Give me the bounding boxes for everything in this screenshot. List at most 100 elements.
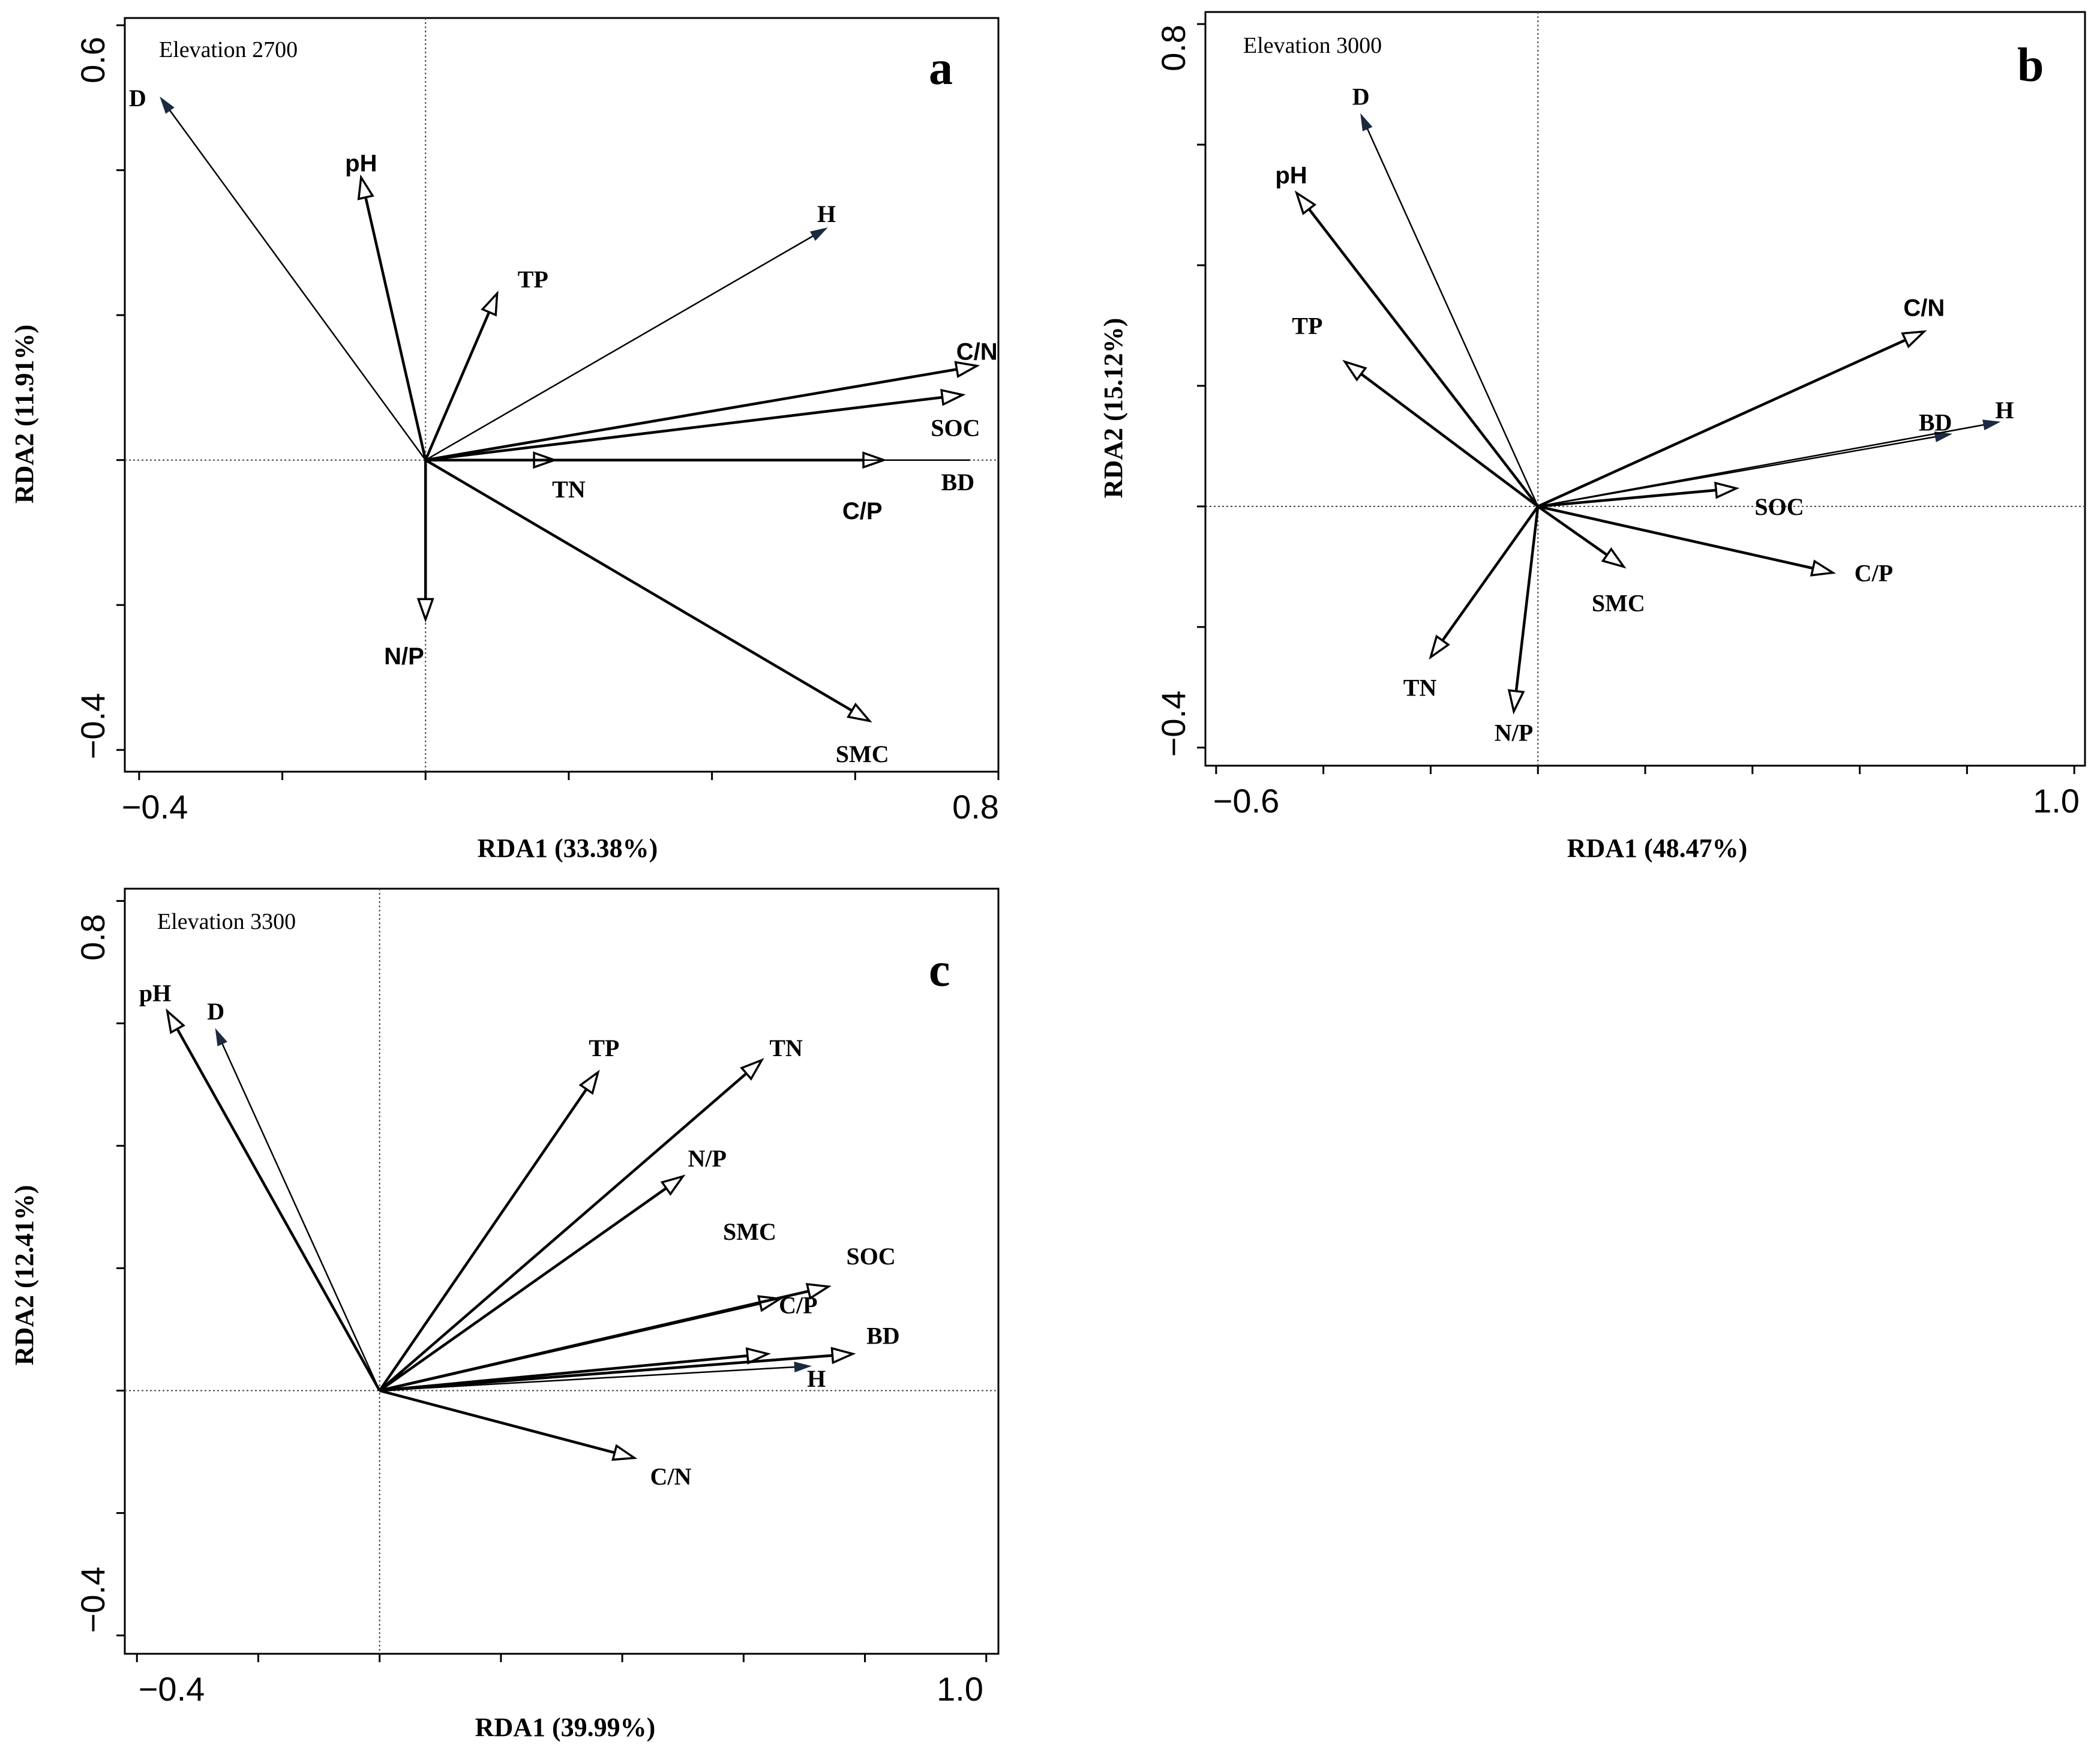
- panel-c-vector-c-n: [379, 1389, 616, 1455]
- panel-b-arrowhead-tn: [1429, 634, 1450, 660]
- panel-b-y-tick-label: −0.4: [1154, 691, 1192, 757]
- panel-c-label-tn: TN: [769, 1035, 803, 1062]
- panel-b-label-tp: TP: [1292, 312, 1322, 339]
- panel-a-y-tick-label: 0.6: [74, 37, 112, 83]
- panel-b-label-n-p: N/P: [1495, 719, 1533, 746]
- panel-b-arrowhead-c-p: [1810, 559, 1836, 577]
- panel-c-label-d: D: [207, 998, 224, 1025]
- panel-c-x-axis-title: RDA1 (39.99%): [475, 1713, 656, 1742]
- panel-c-arrowhead-soc: [805, 1282, 832, 1300]
- panel-c-label-ph: pH: [139, 979, 171, 1006]
- panel-c-vector-ph: [176, 1028, 381, 1392]
- panel-a-vector-smc: [425, 458, 853, 712]
- panel-c-label-c-p: C/P: [779, 1292, 817, 1319]
- panel-a-x-tick-label: −0.4: [122, 788, 188, 826]
- panel-a-vector-tp: [424, 311, 491, 461]
- panel-a-y-axis-title: RDA2 (11.91%): [10, 325, 39, 503]
- panel-b-letter: b: [2017, 39, 2044, 92]
- panel-a-arrowhead-soc: [940, 388, 966, 406]
- panel-a-label-n-p: N/P: [384, 643, 424, 670]
- panel-a-arrowhead-d: [160, 96, 175, 114]
- panel-a-label-d: D: [129, 85, 146, 112]
- panel-b-x-tick-label: 1.0: [2033, 782, 2080, 820]
- panel-a-vector-h: [425, 235, 814, 461]
- panel-a-label-tp: TP: [518, 266, 548, 293]
- panel-b-arrowhead-soc: [1714, 481, 1740, 499]
- panel-a-vector-soc: [425, 395, 943, 461]
- panel-c: −0.4 1.0 0.8 −0.4 pH D TP TN N/P SMC SOC C/P BD H C/N…: [10, 888, 1000, 1742]
- panel-b-vector-n-p: [1514, 506, 1540, 692]
- panel-c-x-tick-label: −0.4: [139, 1670, 205, 1708]
- panel-b-label-tn: TN: [1403, 674, 1437, 701]
- panel-b-vector-ph: [1307, 208, 1540, 508]
- panel-b-frame: [1204, 11, 2086, 767]
- panel-c-vector-tp: [378, 1088, 588, 1392]
- panel-c-vector-n-p: [379, 1187, 667, 1392]
- panel-a-arrowhead-h: [809, 227, 828, 241]
- panel-a-vector-ph: [364, 197, 427, 461]
- panel-a-vector-d: [169, 110, 427, 461]
- panel-a-arrowhead-tp: [481, 290, 499, 317]
- panel-c-y-tick-label: 0.8: [74, 914, 112, 961]
- panel-b-y-axis-title: RDA2 (15.12%): [1099, 318, 1128, 499]
- panel-a-label-c-p: C/P: [842, 498, 883, 524]
- panel-a-label-ph: pH: [345, 151, 377, 177]
- panel-a-label-bd: BD: [941, 469, 975, 496]
- panel-a-elevation-label: Elevation 2700: [159, 37, 298, 62]
- panel-c-vector-soc: [379, 1290, 809, 1392]
- panel-c-label-tp: TP: [589, 1035, 619, 1062]
- panel-b-label-soc: SOC: [1754, 493, 1804, 520]
- panel-c-arrowhead-bd: [830, 1347, 856, 1365]
- panel-b-arrowhead-c-n: [1901, 330, 1927, 349]
- panel-a-arrowhead-smc: [847, 702, 872, 723]
- panel-a-letter: a: [929, 42, 953, 95]
- panel-b-vector-h: [1537, 424, 1984, 508]
- panel-b-label-c-p: C/P: [1855, 559, 1893, 586]
- panel-c-arrowhead-tp: [578, 1069, 600, 1095]
- panel-c-elevation-label: Elevation 3300: [157, 909, 296, 934]
- panel-c-arrowhead-h: [794, 1362, 812, 1373]
- panel-c-label-smc: SMC: [723, 1218, 776, 1245]
- panel-b-arrowhead-tp: [1342, 359, 1367, 382]
- panel-a: −0.4 0.8 0.6 −0.4 DpH TP H C/N SOC TN C/P BD N/P SMC…: [10, 17, 1000, 863]
- panel-b-vector-c-n: [1537, 338, 1906, 508]
- panel-a-label-smc: SMC: [836, 740, 889, 767]
- panel-c-label-c-n: C/N: [650, 1463, 692, 1490]
- panel-a-label-c-n: C/N: [956, 339, 998, 365]
- panel-b-vector-smc: [1537, 505, 1608, 556]
- panel-a-label-h: H: [817, 200, 836, 227]
- panel-b-label-ph: pH: [1275, 162, 1307, 188]
- panel-b-arrowhead-n-p: [1507, 689, 1525, 715]
- panel-b-x-axis-title: RDA1 (48.47%): [1567, 833, 1748, 863]
- panel-a-label-tn: TN: [552, 476, 586, 503]
- panel-c-vector-bd: [379, 1354, 833, 1392]
- panel-c-label-n-p: N/P: [688, 1145, 726, 1172]
- panel-b-arrowhead-h: [1982, 419, 2001, 430]
- panel-b-vector-c-p: [1537, 505, 1814, 570]
- panel-a-x-axis-title: RDA1 (33.38%): [478, 833, 658, 863]
- panel-c-x-tick-label: 1.0: [937, 1670, 983, 1708]
- panel-b-label-d: D: [1352, 83, 1370, 110]
- panel-c-arrowhead-n-p: [660, 1174, 686, 1196]
- panel-b-vector-d: [1366, 128, 1539, 507]
- panel-a-y-tick-label: −0.4: [74, 693, 112, 760]
- panel-c-arrowhead-tn: [740, 1058, 764, 1081]
- panel-b-arrowhead-ph: [1294, 190, 1317, 215]
- panel-b-label-h: H: [1995, 397, 2014, 424]
- panel-c-arrowhead-c-n: [611, 1444, 638, 1461]
- panel-c-arrowhead-c-p: [745, 1347, 772, 1365]
- panel-a-arrowhead-n-p: [416, 598, 434, 623]
- panel-a-frame: [124, 17, 1000, 773]
- panel-b-y-tick-label: 0.8: [1154, 25, 1192, 71]
- panel-a-arrowhead-ph: [357, 174, 374, 200]
- panel-c-label-h: H: [807, 1365, 826, 1392]
- panel-b-arrowhead-d: [1360, 113, 1373, 131]
- panel-c-vector-h: [379, 1366, 795, 1392]
- panel-b-vector-soc: [1538, 488, 1717, 508]
- panel-a-vector-c-n: [425, 368, 958, 461]
- panel-a-label-soc: SOC: [931, 414, 980, 441]
- panel-b-arrowhead-smc: [1601, 547, 1627, 569]
- panel-a-arrowhead-c-n: [954, 361, 980, 378]
